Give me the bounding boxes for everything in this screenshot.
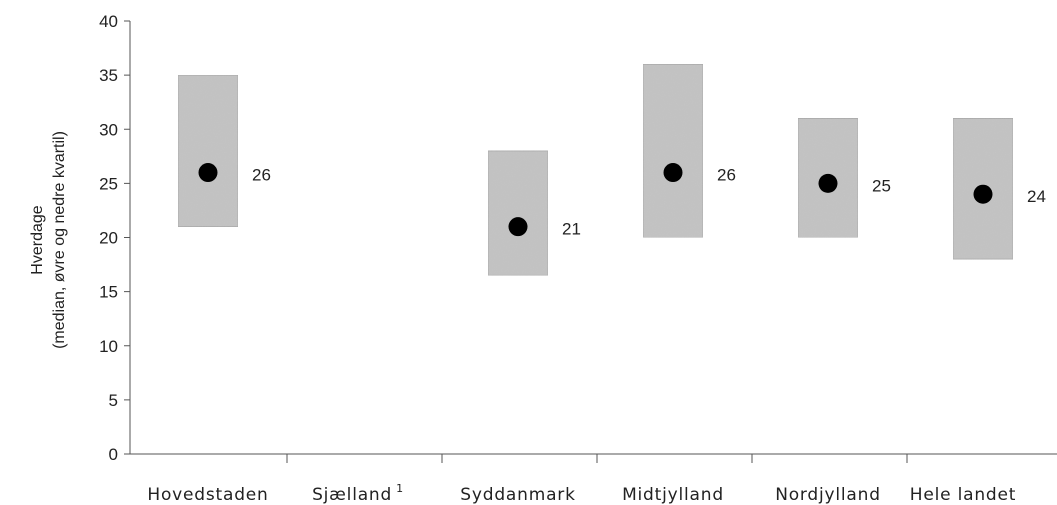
median-value-label: 24 [1027, 187, 1046, 206]
y-tick-label: 35 [99, 66, 118, 85]
y-tick-label: 30 [99, 120, 118, 139]
x-category-label: Syddanmark [460, 485, 575, 505]
quartile-box [642, 63, 704, 238]
median-value-label: 26 [252, 166, 271, 185]
footnote-marker: 1 [396, 482, 404, 495]
axes [129, 21, 1057, 463]
y-axis-title-line1: Hverdage [29, 205, 46, 274]
x-category-label: Hovedstaden [147, 485, 268, 505]
median-marker [663, 163, 683, 183]
median-value-label: 25 [872, 176, 891, 195]
quartile-box [487, 150, 549, 276]
y-tick-label: 0 [109, 445, 118, 464]
x-category-label: Nordjylland [775, 485, 881, 505]
median-value-label: 26 [717, 166, 736, 185]
y-tick-label: 15 [99, 283, 118, 302]
y-axis-title-line2: (median, øvre og nedre kvartil) [51, 131, 68, 349]
y-tick-label: 5 [109, 391, 118, 410]
y-tick-label: 20 [99, 229, 118, 248]
y-tick-label: 25 [99, 174, 118, 193]
median-value-label: 21 [562, 220, 581, 239]
y-tick-label: 10 [99, 337, 118, 356]
x-axis-categories: Hovedstaden Sjælland 1 Syddanmark Midtjyllan… [147, 482, 1016, 505]
median-marker [818, 173, 838, 193]
x-category-label: Sjælland 1 [312, 482, 404, 505]
median-marker [508, 217, 528, 237]
median-marker [973, 184, 993, 204]
x-category-label: Midtjylland [622, 485, 724, 505]
y-tick-label: 40 [99, 12, 118, 31]
y-axis-ticks: 0 5 10 15 20 25 30 35 40 [99, 12, 130, 464]
quartile-box [177, 74, 239, 228]
plot-area: 26 21 26 25 24 [177, 63, 1046, 276]
y-axis-title: Hverdage (median, øvre og nedre kvartil) [29, 131, 68, 349]
median-marker [198, 163, 218, 183]
x-category-label: Hele landet [910, 485, 1016, 505]
